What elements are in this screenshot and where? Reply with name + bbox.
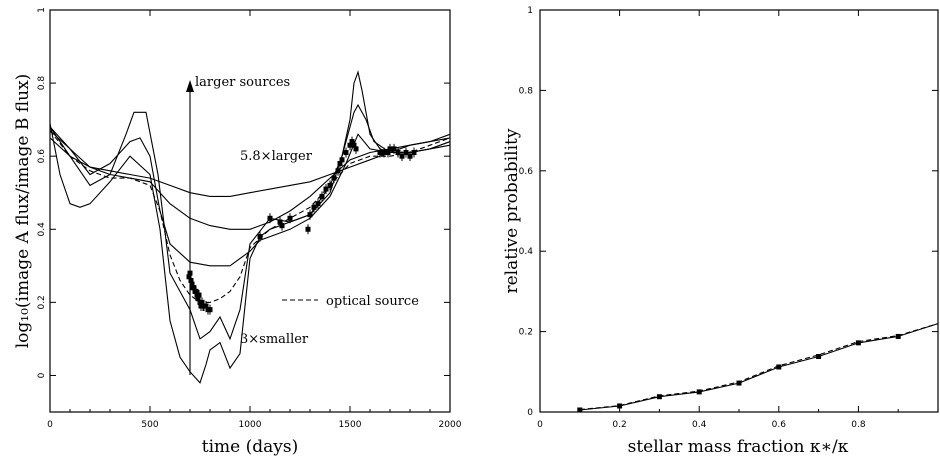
- left-obs-point: [208, 307, 213, 312]
- right-y-tick-label: 0.8: [519, 86, 534, 96]
- left-x-tick-label: 1500: [339, 420, 362, 430]
- right-data-point: [697, 389, 702, 394]
- left-y-tick-label: 1: [37, 7, 47, 13]
- left-y-axis-title: log₁₀(image A flux/image B flux): [13, 74, 33, 349]
- right-y-tick-label: 1: [527, 6, 533, 16]
- right-y-axis-title: relative probability: [502, 128, 522, 293]
- left-obs-point: [336, 168, 341, 173]
- right-plot-frame: [540, 10, 938, 412]
- left-x-tick-label: 1000: [239, 420, 262, 430]
- right-data-point: [856, 340, 861, 345]
- right-x-tick-label: 0.8: [851, 420, 866, 430]
- left-x-tick-label: 0: [47, 420, 53, 430]
- right-x-tick-label: 0.2: [612, 420, 626, 430]
- left-obs-point: [197, 293, 202, 298]
- right-points: [577, 334, 900, 413]
- annotation-larger: 5.8×larger: [240, 149, 313, 164]
- left-y-tick-label: 0: [37, 372, 47, 378]
- left-obs-point: [344, 150, 349, 155]
- right-chart: 0 0.2 0.4 0.6 0.800.20.40.60.81 stellar mass…: [502, 6, 938, 457]
- right-x-axis-title: stellar mass fraction κ∗/κ: [628, 437, 849, 457]
- left-obs-point: [268, 216, 273, 221]
- right-data-point: [737, 381, 742, 386]
- left-obs-point: [354, 146, 359, 151]
- left-obs-point: [280, 223, 285, 228]
- left-obs-point: [328, 183, 333, 188]
- left-obs-point: [258, 234, 263, 239]
- right-data-point: [617, 403, 622, 408]
- annotation-smaller: 3×smaller: [240, 332, 309, 347]
- left-obs-point: [316, 201, 321, 206]
- right-x-tick-label: 0.6: [772, 420, 787, 430]
- left-obs-point: [332, 176, 337, 181]
- right-data-point: [657, 394, 662, 399]
- left-obs-point: [412, 150, 417, 155]
- left-y-tick-label: 0.2: [37, 295, 47, 309]
- left-y-tick-label: 0.4: [37, 222, 47, 237]
- left-obs-point: [340, 157, 345, 162]
- right-ticks: 0 0.2 0.4 0.6 0.800.20.40.60.81: [519, 6, 938, 430]
- annotation-larger-sources: larger sources: [195, 75, 290, 90]
- right-data-point: [776, 364, 781, 369]
- left-y-tick-label: 0.8: [37, 76, 47, 91]
- right-series-line-1: [580, 324, 938, 410]
- left-obs-point: [308, 212, 313, 217]
- right-data-point: [577, 407, 582, 412]
- left-plot-frame: [50, 10, 450, 412]
- left-ticks: 0 500 1000 1500 2000 0 0.2 0.4 0.6 0.8 1: [37, 7, 462, 430]
- left-obs-point: [320, 194, 325, 199]
- right-y-tick-label: 0: [527, 408, 533, 418]
- right-curves: [580, 324, 938, 410]
- left-x-tick-label: 2000: [439, 420, 462, 430]
- left-obs-point: [288, 216, 293, 221]
- left-y-tick-label: 0.6: [37, 149, 47, 164]
- left-chart: 0 500 1000 1500 2000 0 0.2 0.4 0.6 0.8 1 larger so…: [13, 7, 462, 457]
- right-data-point: [816, 354, 821, 359]
- left-obs-point: [306, 227, 311, 232]
- right-y-tick-label: 0.2: [519, 328, 533, 338]
- right-data-point: [896, 334, 901, 339]
- left-x-tick-label: 500: [141, 420, 158, 430]
- left-x-axis-title: time (days): [202, 437, 298, 457]
- right-x-tick-label: 0: [537, 420, 543, 430]
- right-x-tick-label: 0.4: [692, 420, 707, 430]
- right-series-line-0: [580, 324, 938, 410]
- annotation-optical-source: optical source: [326, 294, 419, 309]
- arrow-head-icon: [186, 80, 194, 92]
